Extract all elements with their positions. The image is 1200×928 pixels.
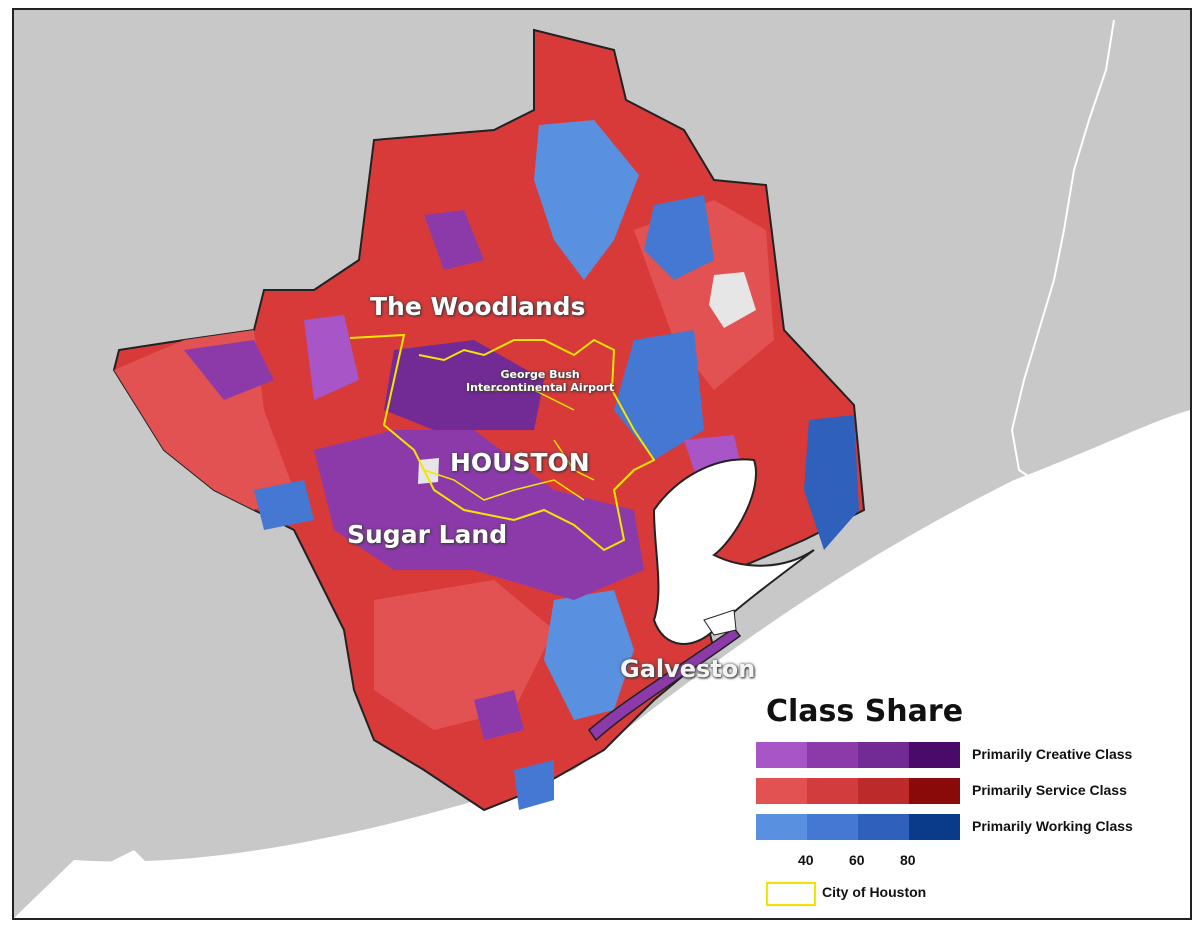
label-houston: HOUSTON bbox=[450, 448, 590, 477]
legend-label-creative: Primarily Creative Class bbox=[972, 746, 1133, 762]
city-of-houston-boundary bbox=[349, 333, 656, 552]
legend-tick-40: 40 bbox=[798, 852, 814, 868]
swatch-creative-1 bbox=[756, 742, 807, 768]
swatch-working-4 bbox=[909, 814, 960, 840]
swatch-service-3 bbox=[858, 778, 909, 804]
legend-title: Class Share bbox=[766, 694, 964, 729]
region-working-east bbox=[804, 415, 859, 550]
state-line bbox=[1010, 19, 1115, 481]
legend-tick-80: 80 bbox=[900, 852, 916, 868]
swatch-creative-3 bbox=[858, 742, 909, 768]
coastal-inlet bbox=[703, 609, 737, 636]
swatch-creative-4 bbox=[909, 742, 960, 768]
swatch-service-4 bbox=[909, 778, 960, 804]
region-working-northeast bbox=[644, 195, 714, 280]
swatch-group-creative bbox=[756, 742, 960, 768]
region-working-southeast bbox=[544, 590, 634, 720]
swatch-service-1 bbox=[756, 778, 807, 804]
swatch-group-working bbox=[756, 814, 960, 840]
legend-row-working: Primarily Working Class bbox=[756, 814, 1176, 840]
legend-label-working: Primarily Working Class bbox=[972, 818, 1133, 834]
swatch-working-2 bbox=[807, 814, 858, 840]
region-creative-northwest bbox=[304, 315, 359, 400]
region-no-data-1 bbox=[709, 272, 756, 328]
city-of-houston-boundary-inner bbox=[423, 389, 595, 501]
legend-label-service: Primarily Service Class bbox=[972, 782, 1127, 798]
region-working-central bbox=[614, 330, 704, 460]
swatch-working-1 bbox=[756, 814, 807, 840]
swatch-creative-2 bbox=[807, 742, 858, 768]
region-creative-west bbox=[184, 340, 274, 400]
legend-row-creative: Primarily Creative Class bbox=[756, 742, 1176, 768]
map-frame: The Woodlands George Bush Intercontinent… bbox=[12, 8, 1192, 920]
region-creative-north bbox=[424, 210, 484, 270]
region-working-coast bbox=[514, 760, 554, 810]
galveston-bay bbox=[652, 458, 815, 645]
galveston-island bbox=[587, 626, 742, 742]
swatch-service-2 bbox=[807, 778, 858, 804]
region-working-southwest bbox=[254, 480, 314, 530]
legend-row-service: Primarily Service Class bbox=[756, 778, 1176, 804]
label-airport-line1: George Bush bbox=[500, 368, 580, 381]
swatch-working-3 bbox=[858, 814, 909, 840]
legend-tick-60: 60 bbox=[849, 852, 865, 868]
legend-city-boundary-label: City of Houston bbox=[822, 884, 927, 900]
legend-ticks: 40 60 80 bbox=[756, 852, 960, 872]
matagorda-coast bbox=[84, 850, 264, 918]
region-creative-central bbox=[314, 430, 644, 600]
region-creative-center-north bbox=[384, 340, 544, 430]
label-airport: George Bush Intercontinental Airport bbox=[466, 368, 614, 394]
swatch-group-service bbox=[756, 778, 960, 804]
region-working-north bbox=[534, 120, 639, 280]
label-sugar-land: Sugar Land bbox=[347, 520, 508, 549]
label-galveston: Galveston bbox=[620, 655, 756, 683]
label-the-woodlands: The Woodlands bbox=[370, 292, 586, 321]
label-airport-line2: Intercontinental Airport bbox=[466, 381, 615, 394]
legend-city-boundary-swatch bbox=[766, 882, 816, 906]
region-creative-south bbox=[474, 690, 524, 740]
legend: Class Share Primarily Creative Class Pri… bbox=[756, 686, 1176, 906]
